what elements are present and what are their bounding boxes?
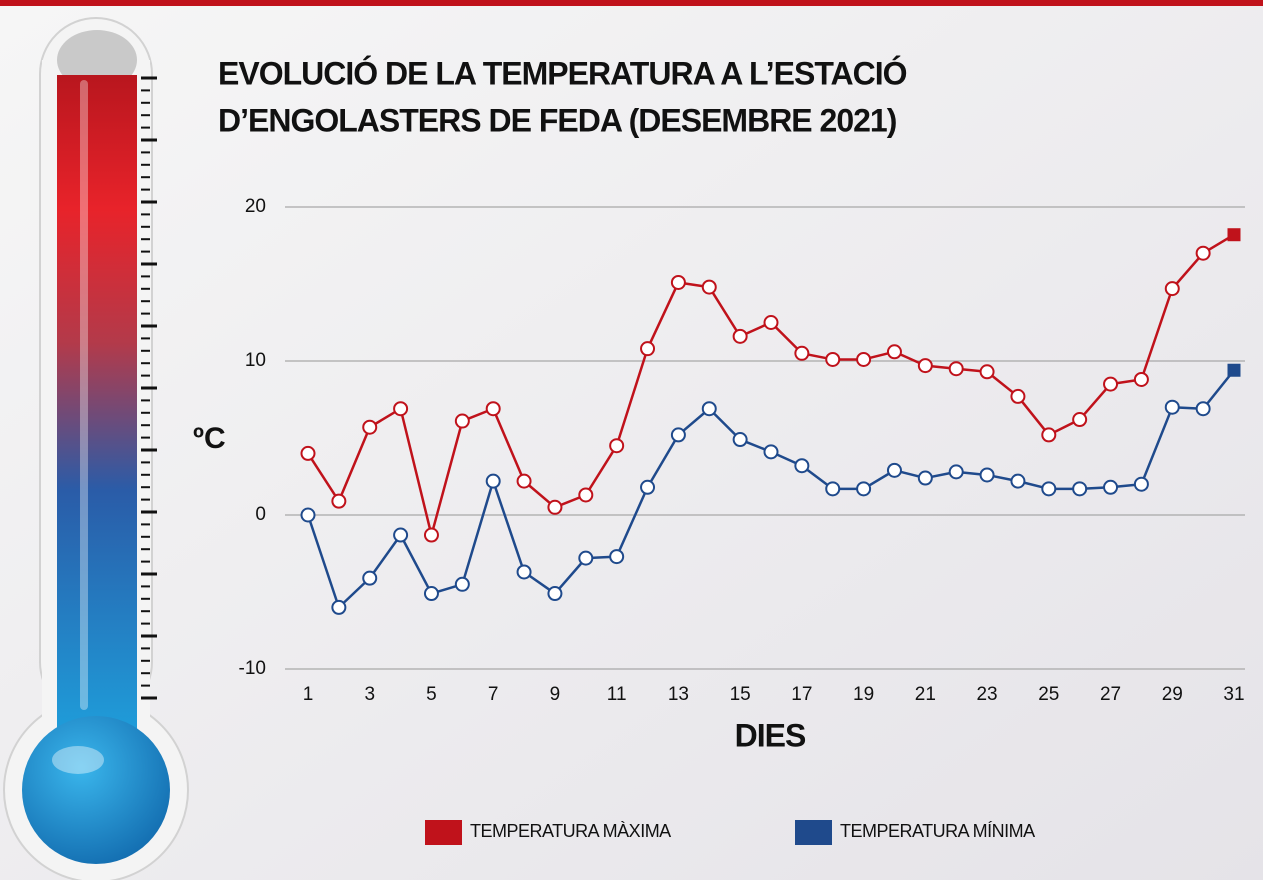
bulb-shine [52, 746, 104, 774]
point-marker [487, 402, 500, 415]
top-bar [0, 0, 1263, 6]
legend-label: TEMPERATURA MÍNIMA [840, 821, 1035, 841]
point-marker [363, 421, 376, 434]
point-marker [394, 402, 407, 415]
point-marker [888, 464, 901, 477]
point-marker [826, 482, 839, 495]
point-marker [981, 468, 994, 481]
x-tick-label: 27 [1100, 684, 1121, 705]
point-marker [1166, 401, 1179, 414]
chart-title: EVOLUCIÓ DE LA TEMPERATURA A L’ESTACIÓ [218, 55, 907, 91]
chart: EVOLUCIÓ DE LA TEMPERATURA A L’ESTACIÓ D… [0, 0, 1263, 880]
point-marker [1197, 402, 1210, 415]
point-marker [1228, 364, 1241, 377]
point-marker [795, 347, 808, 360]
point-marker [981, 365, 994, 378]
point-marker [610, 550, 623, 563]
point-marker [518, 565, 531, 578]
x-tick-label: 17 [791, 684, 812, 705]
x-tick-label: 13 [668, 684, 689, 705]
x-tick-label: 29 [1162, 684, 1183, 705]
point-marker [826, 353, 839, 366]
point-marker [1197, 247, 1210, 260]
point-marker [579, 552, 592, 565]
point-marker [857, 353, 870, 366]
point-marker [734, 330, 747, 343]
x-tick-label: 11 [607, 684, 627, 705]
chart-title: D’ENGOLASTERS DE FEDA (DESEMBRE 2021) [218, 102, 897, 138]
point-marker [1073, 482, 1086, 495]
x-tick-label: 23 [976, 684, 997, 705]
thermometer-shine [80, 80, 88, 710]
y-tick-label: -10 [239, 658, 266, 679]
point-marker [456, 578, 469, 591]
point-marker [425, 587, 438, 600]
x-tick-label: 15 [730, 684, 751, 705]
point-marker [1228, 228, 1241, 241]
thermometer-bulb [22, 716, 170, 864]
x-tick-label: 19 [853, 684, 874, 705]
point-marker [795, 459, 808, 472]
x-tick-label: 25 [1038, 684, 1059, 705]
y-tick-label: 20 [245, 196, 266, 217]
point-marker [518, 475, 531, 488]
y-axis-label: ºC [193, 422, 226, 455]
x-tick-label: 21 [915, 684, 936, 705]
point-marker [672, 276, 685, 289]
point-marker [641, 342, 654, 355]
point-marker [363, 572, 376, 585]
x-tick-label: 1 [303, 684, 314, 705]
point-marker [765, 316, 778, 329]
point-marker [950, 362, 963, 375]
point-marker [1073, 413, 1086, 426]
point-marker [1042, 482, 1055, 495]
point-marker [1166, 282, 1179, 295]
y-tick-label: 10 [245, 350, 266, 371]
point-marker [487, 475, 500, 488]
point-marker [765, 445, 778, 458]
point-marker [394, 529, 407, 542]
point-marker [332, 601, 345, 614]
point-marker [1011, 390, 1024, 403]
legend-swatch [425, 820, 462, 845]
point-marker [1042, 428, 1055, 441]
point-marker [672, 428, 685, 441]
point-marker [919, 359, 932, 372]
point-marker [332, 495, 345, 508]
point-marker [1011, 475, 1024, 488]
point-marker [888, 345, 901, 358]
x-axis-label: DIES [735, 717, 806, 753]
point-marker [1135, 478, 1148, 491]
point-marker [548, 587, 561, 600]
x-tick-label: 31 [1223, 684, 1244, 705]
point-marker [1135, 373, 1148, 386]
point-marker [857, 482, 870, 495]
point-marker [641, 481, 654, 494]
point-marker [456, 415, 469, 428]
y-tick-label: 0 [255, 504, 266, 525]
x-tick-label: 3 [364, 684, 375, 705]
point-marker [302, 509, 315, 522]
x-tick-label: 9 [550, 684, 561, 705]
point-marker [579, 488, 592, 501]
point-marker [1104, 378, 1117, 391]
x-tick-label: 5 [426, 684, 437, 705]
point-marker [919, 472, 932, 485]
x-tick-label: 7 [488, 684, 499, 705]
point-marker [425, 529, 438, 542]
point-marker [703, 281, 716, 294]
point-marker [734, 433, 747, 446]
legend-label: TEMPERATURA MÀXIMA [470, 821, 671, 841]
point-marker [302, 447, 315, 460]
point-marker [950, 465, 963, 478]
legend-swatch [795, 820, 832, 845]
thermometer-column [57, 75, 137, 745]
point-marker [703, 402, 716, 415]
point-marker [548, 501, 561, 514]
point-marker [610, 439, 623, 452]
point-marker [1104, 481, 1117, 494]
